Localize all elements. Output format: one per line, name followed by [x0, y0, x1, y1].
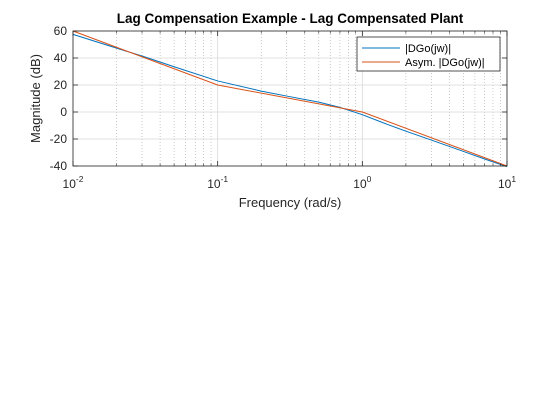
x-tick-labels: 10-2 10-1 100 101: [63, 174, 517, 191]
x-axis-label: Frequency (rad/s): [239, 195, 342, 210]
legend-label-asym: Asym. |DGo(jw)|: [405, 57, 485, 69]
y-tick-label: 60: [54, 24, 68, 38]
tick-marks: [72, 30, 508, 167]
x-tick-label: 10-2: [63, 174, 84, 191]
axes-box: [72, 30, 508, 167]
chart-title: Lag Compensation Example - Lag Compensat…: [117, 11, 464, 26]
legend: |DGo(jw)| Asym. |DGo(jw)|: [356, 36, 501, 72]
x-tick-label: 100: [353, 174, 371, 191]
series-layer: [72, 30, 508, 168]
y-tick-labels: 60 40 20 0 -20 -40: [50, 24, 68, 173]
x-tick-label: 101: [498, 174, 516, 191]
legend-box: [356, 36, 501, 72]
legend-label-dgo: |DGo(jw)|: [405, 43, 451, 55]
y-tick-label: 40: [54, 51, 68, 65]
series-line-asym: [72, 30, 508, 167]
y-tick-label: 0: [60, 105, 67, 119]
y-tick-label: -40: [50, 159, 68, 173]
y-axis-label: Magnitude (dB): [28, 54, 43, 143]
y-tick-label: -20: [50, 132, 68, 146]
x-tick-label: 10-1: [207, 174, 228, 191]
y-tick-label: 20: [54, 78, 68, 92]
